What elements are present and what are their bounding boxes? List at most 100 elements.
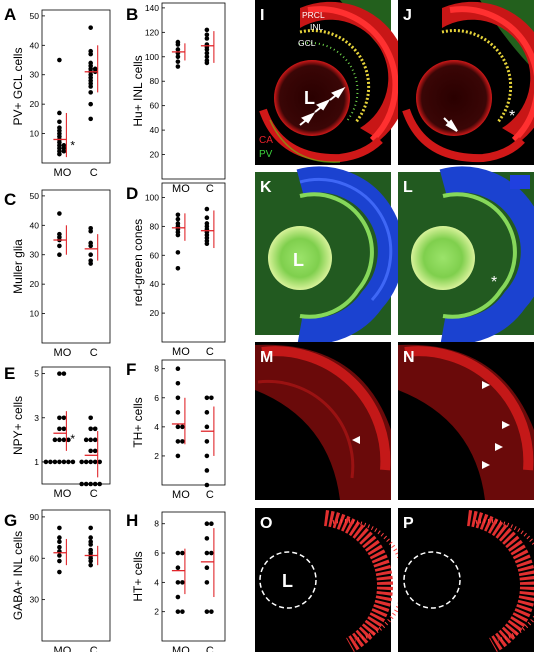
y-tick-label: 20 [30,279,40,289]
y-tick-label: 40 [150,279,160,289]
data-point [204,521,210,527]
y-tick-label: 10 [30,129,40,139]
data-point [61,459,67,465]
data-point [57,415,62,421]
y-tick-label: 100 [145,52,159,62]
x-category-label: MO [54,645,72,652]
label-prcl: PRCL [302,10,325,20]
y-tick-label: 20 [150,308,160,318]
y-tick-label: 2 [154,451,159,461]
data-point [175,550,181,556]
y-tick-label: 6 [154,393,159,403]
data-point [180,439,185,444]
y-tick-label: 100 [145,192,159,202]
data-point [92,481,98,487]
plot-frame [41,9,111,164]
data-point [204,215,210,220]
micrograph-N [398,342,534,500]
panel-letter-I: I [260,7,264,24]
data-point [175,59,181,64]
legend-ca: CA [259,135,273,146]
y-tick-label: 1 [34,457,39,467]
data-point [209,521,214,527]
micrograph-P [398,508,534,652]
panel-letter-M: M [260,349,273,366]
y-tick-label: 6 [154,548,159,558]
chart-panel-H: 2 4 6 8 HT+ cells MO C H [126,511,226,652]
data-point [204,580,210,585]
data-point [57,525,62,531]
significance-asterisk: * [70,138,75,152]
data-point [57,535,62,540]
data-point [204,54,210,60]
data-point [88,481,93,487]
panel-letter-O: O [260,515,272,532]
y-axis-label: NPY+ cells [11,396,25,455]
x-category-label: MO [172,183,190,195]
data-point [61,371,67,376]
y-tick-label: 40 [150,125,160,135]
data-point [175,64,181,69]
data-point [204,60,210,66]
data-point [204,482,210,488]
data-point [204,395,210,401]
data-point [175,232,181,238]
lens-label-I: L [304,88,315,108]
data-point [180,550,185,556]
data-point [57,426,62,432]
label-inl: INL [310,22,324,32]
y-tick-label: 30 [30,70,40,80]
y-tick-label: 20 [30,99,40,109]
data-point [88,535,93,540]
data-point [204,206,210,212]
data-point [61,437,67,443]
data-point [88,426,93,432]
x-category-label: MO [172,346,190,358]
plot-frame [41,509,111,642]
data-point [57,437,62,443]
chart-panel-D: 20 40 60 80 100 red-green cones MO C D [126,182,226,358]
data-point [88,90,93,95]
micrograph-O [255,508,406,652]
data-point [204,565,210,571]
y-tick-label: 50 [30,191,40,201]
data-point [83,459,89,465]
panel-letter-D: D [126,184,138,203]
micrograph-labels: I J K L M N O P PRCL INL GCL L CA PV L L… [259,7,515,591]
data-point [204,439,210,444]
data-point [88,243,93,249]
x-category-label: C [90,347,98,359]
data-point [88,101,93,107]
x-category-label: C [206,346,214,358]
y-tick-label: 30 [30,250,40,260]
y-axis-label: red-green cones [131,219,145,306]
data-point [88,261,93,266]
micrograph-M [255,342,391,500]
panel-letter-H: H [126,511,138,530]
data-point [209,609,214,614]
data-point [88,562,93,568]
data-point [175,453,181,459]
y-tick-label: 4 [154,577,159,587]
chart-panel-B: 20 40 60 80 100 120 140 Hu+ INL cells MO C B [126,2,226,195]
y-tick-label: 10 [30,309,40,319]
data-point [204,47,210,52]
micrograph-J [398,0,534,165]
y-tick-label: 140 [145,3,159,13]
data-point [88,542,93,547]
data-point [175,410,181,415]
data-point [175,265,181,271]
data-point [57,539,62,545]
data-point [175,580,181,585]
x-category-label: MO [172,489,190,501]
data-point [83,481,89,487]
plot-frame [161,2,226,180]
data-point [57,119,62,125]
data-point [88,252,93,258]
data-point [66,437,71,443]
data-point [57,211,62,216]
y-axis-label: GABA+ INL cells [11,531,25,620]
scatter-charts: 10 20 30 40 50 PV+ GCL cells MO C * A 20 40 60 80 100 1… [4,2,226,652]
data-point [204,453,210,459]
y-axis-label: PV+ GCL cells [11,48,25,126]
